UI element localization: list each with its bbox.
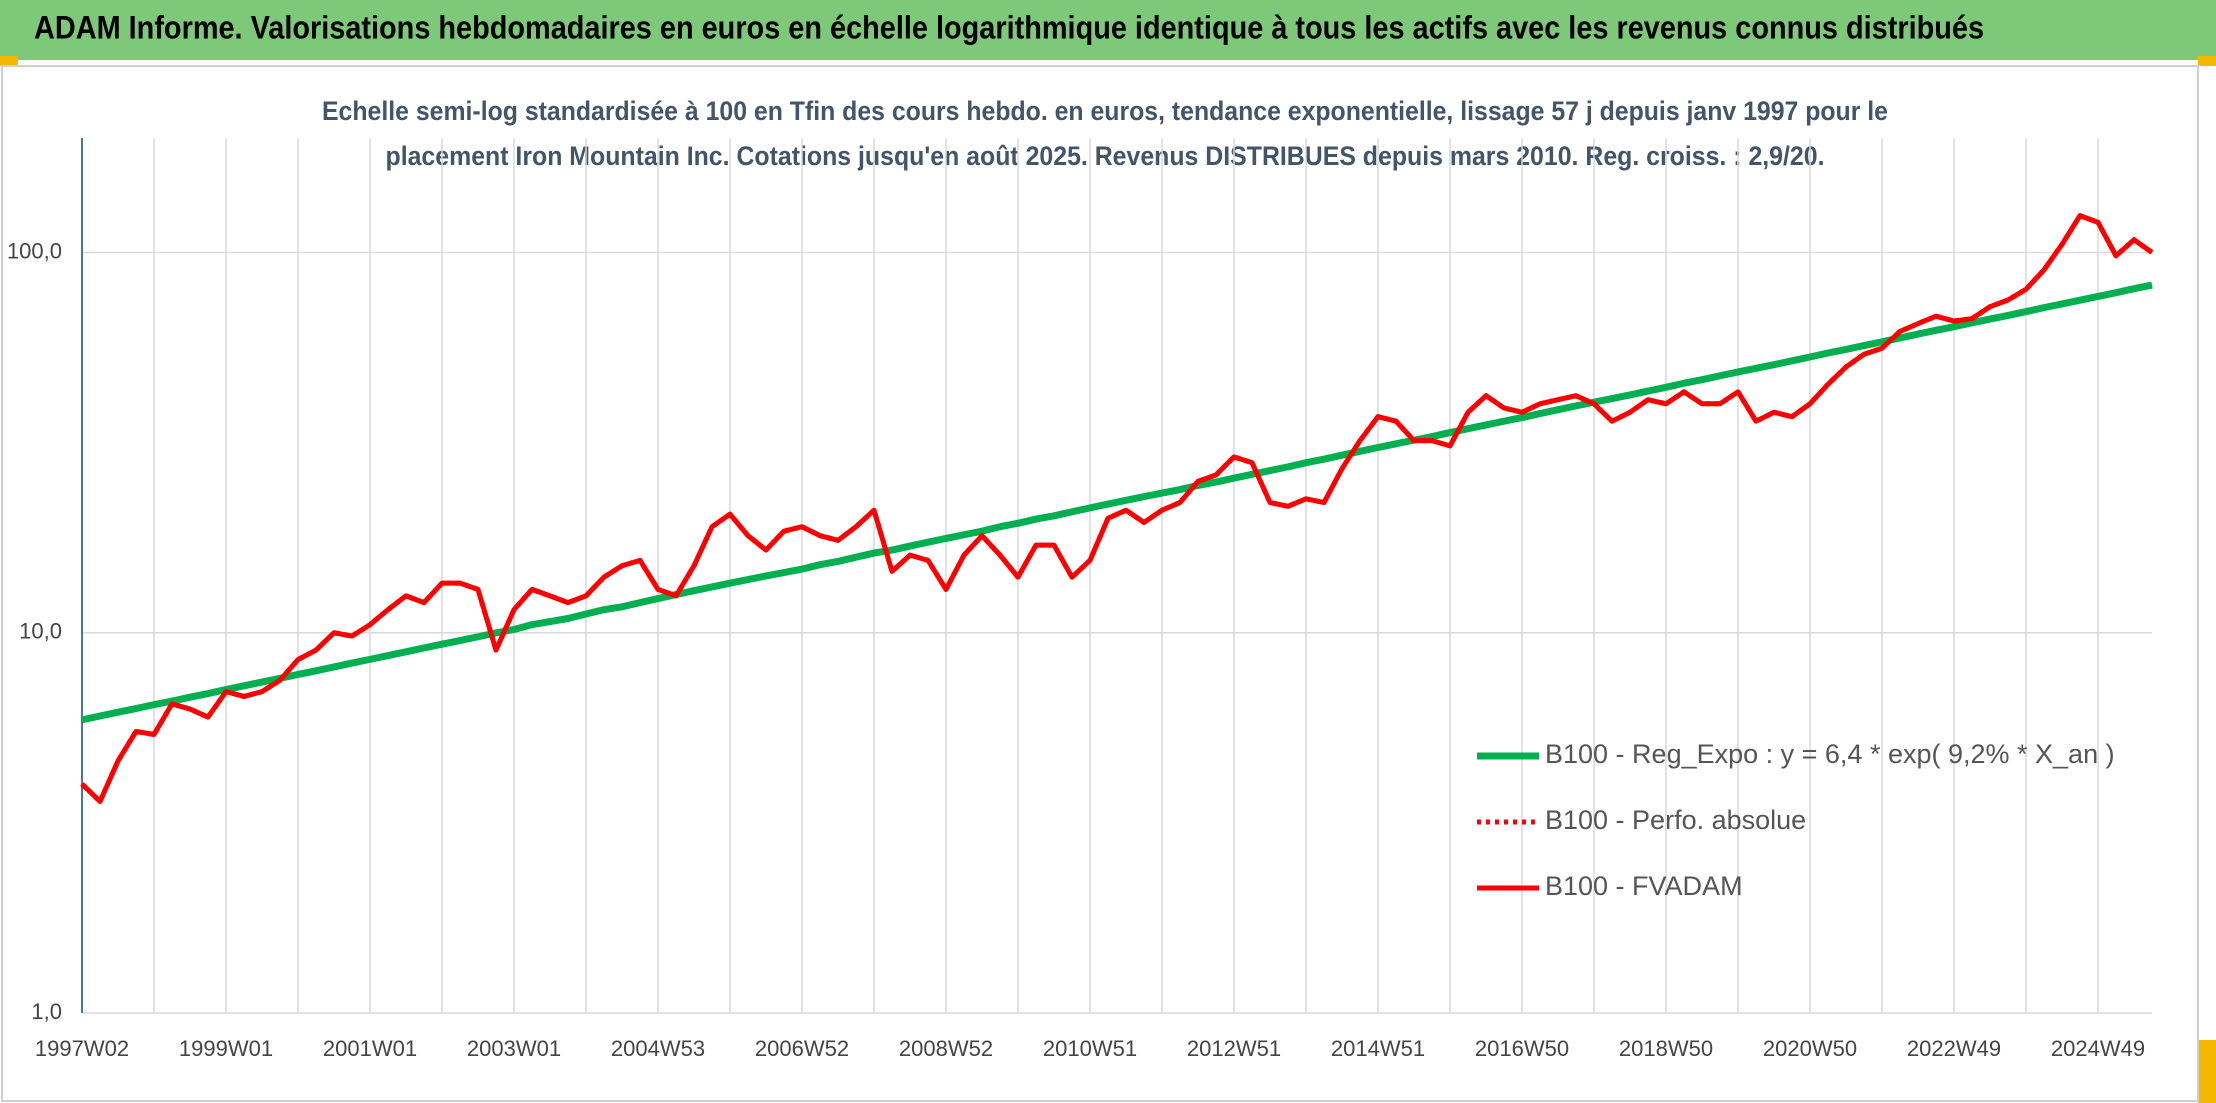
x-tick-label: 2018W50	[1619, 1036, 1713, 1061]
corner-mark	[2198, 56, 2216, 66]
series-line	[80, 213, 2154, 804]
corner-mark	[0, 56, 18, 66]
x-tick-label: 2008W52	[899, 1036, 993, 1061]
x-tick-label: 1999W01	[179, 1036, 273, 1061]
legend-label: B100 - Perfo. absolue	[1545, 805, 1806, 835]
x-tick-label: 1997W02	[35, 1036, 129, 1061]
x-tick-label: 2022W49	[1907, 1036, 2001, 1061]
x-tick-label: 2001W01	[323, 1036, 417, 1061]
x-tick-label: 2014W51	[1331, 1036, 1425, 1061]
x-tick-label: 2024W49	[2051, 1036, 2145, 1061]
chart-subtitle: placement Iron Mountain Inc. Cotations j…	[386, 141, 1825, 171]
x-tick-label: 2012W51	[1187, 1036, 1281, 1061]
x-tick-label: 2010W51	[1043, 1036, 1137, 1061]
header-bar	[0, 0, 2216, 60]
y-tick-label: 100,0	[7, 238, 62, 263]
chart-title: ADAM Informe. Valorisations hebdomadaire…	[34, 9, 1984, 45]
x-tick-label: 2006W52	[755, 1036, 849, 1061]
corner-mark	[2198, 1040, 2216, 1103]
legend-label: B100 - Reg_Expo : y = 6,4 * exp( 9,2% * …	[1545, 739, 2115, 769]
x-tick-label: 2020W50	[1763, 1036, 1857, 1061]
x-tick-label: 2004W53	[611, 1036, 705, 1061]
y-tick-label: 1,0	[31, 999, 62, 1024]
chart-subtitle: Echelle semi-log standardisée à 100 en T…	[322, 96, 1888, 126]
chart-border	[1, 65, 2199, 1102]
legend-label: B100 - FVADAM	[1545, 871, 1743, 901]
y-tick-label: 10,0	[19, 619, 62, 644]
x-tick-label: 2016W50	[1475, 1036, 1569, 1061]
x-tick-label: 2003W01	[467, 1036, 561, 1061]
series-line	[81, 281, 2153, 724]
